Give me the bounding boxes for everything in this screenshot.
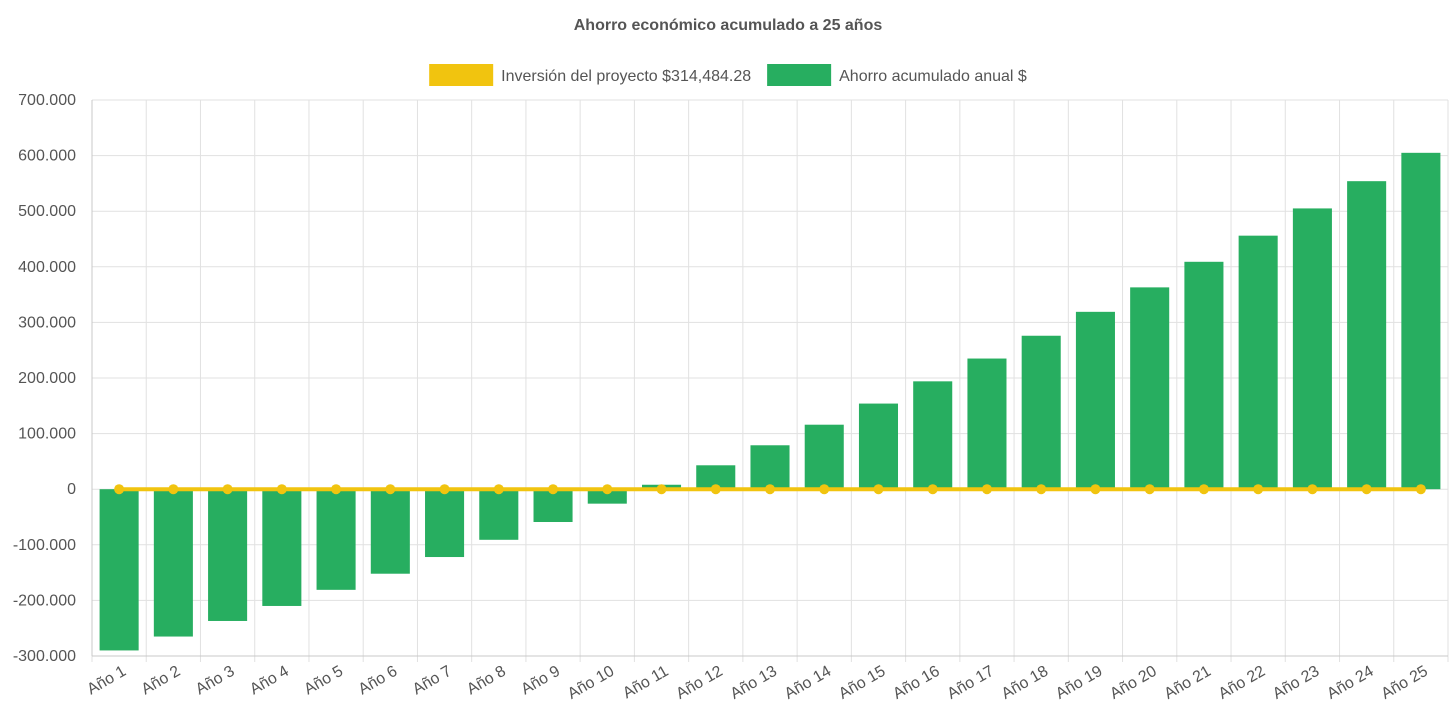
- line-point: [1144, 484, 1155, 495]
- line-point: [819, 484, 830, 495]
- x-tick-label: Año 12: [673, 663, 726, 703]
- x-tick-label: Año 17: [945, 663, 998, 703]
- bar: [1130, 287, 1170, 490]
- y-tick-label: -200.000: [13, 592, 76, 609]
- x-tick-label: Año 2: [139, 663, 184, 699]
- x-tick-label: Año 4: [247, 663, 292, 699]
- legend-label: Inversión del proyecto $314,484.28: [501, 68, 751, 85]
- x-tick-label: Año 3: [193, 663, 238, 699]
- bar: [1021, 335, 1061, 490]
- y-tick-label: 300.000: [18, 314, 76, 331]
- bar: [696, 465, 736, 490]
- y-tick-label: 600.000: [18, 148, 76, 165]
- x-tick-label: Año 7: [410, 663, 455, 699]
- line-point: [765, 484, 775, 495]
- bar: [1347, 181, 1387, 490]
- y-tick-label: 200.000: [18, 370, 76, 387]
- line-point: [1253, 484, 1264, 495]
- x-tick-label: Año 16: [890, 663, 943, 703]
- bar: [425, 489, 465, 558]
- x-tick-label: Año 19: [1053, 663, 1106, 703]
- x-tick-label: Año 18: [999, 663, 1052, 703]
- bar: [99, 489, 139, 651]
- bar: [316, 489, 356, 590]
- x-tick-label: Año 15: [836, 663, 889, 703]
- bar: [750, 445, 790, 490]
- y-tick-label: 500.000: [18, 203, 76, 220]
- line-series: [114, 484, 1426, 495]
- x-tick-label: Año 8: [464, 663, 509, 699]
- x-axis: Año 1 Año 2 Año 3 Año 4 Año 5 Año 6 Año 7 Año 8…: [84, 663, 1431, 703]
- y-tick-label: 100.000: [18, 426, 76, 443]
- y-axis: 700.000 600.000 500.000 400.000 300.000 200.0…: [13, 92, 76, 665]
- line-point: [1361, 484, 1372, 495]
- chart-title: Ahorro económico acumulado a 25 años: [574, 17, 883, 34]
- bar: [587, 489, 627, 504]
- bar: [479, 489, 519, 540]
- x-tick-label: Año 24: [1324, 663, 1377, 703]
- line-point: [1198, 484, 1209, 495]
- bar: [913, 381, 953, 490]
- legend-item[interactable]: Ahorro acumulado anual $: [767, 64, 1027, 86]
- x-tick-label: Año 6: [356, 663, 401, 699]
- line-point: [331, 484, 342, 495]
- line-point: [1307, 484, 1318, 495]
- line-point: [222, 484, 233, 495]
- legend-item[interactable]: Inversión del proyecto $314,484.28: [429, 64, 751, 86]
- bar: [967, 358, 1007, 490]
- line-point: [385, 484, 396, 495]
- line-point: [548, 484, 559, 495]
- bar: [208, 489, 248, 621]
- x-tick-label: Año 23: [1270, 663, 1323, 703]
- x-tick-label: Año 20: [1107, 663, 1160, 703]
- x-tick-label: Año 25: [1378, 663, 1431, 703]
- bar: [1075, 311, 1115, 490]
- line-point: [1090, 484, 1101, 495]
- line-point: [656, 484, 667, 495]
- x-tick-label: Año 21: [1161, 663, 1214, 703]
- x-tick-label: Año 1: [84, 663, 129, 699]
- line-point: [168, 484, 179, 495]
- legend: Inversión del proyecto $314,484.28 Ahorro…: [429, 64, 1027, 86]
- y-tick-label: 400.000: [18, 259, 76, 276]
- bar-series: [99, 152, 1441, 651]
- x-tick-label: Año 22: [1216, 663, 1269, 703]
- y-tick-label: -100.000: [13, 537, 76, 554]
- line-point: [602, 484, 613, 495]
- grid: [91, 99, 1449, 662]
- y-tick-label: 700.000: [18, 92, 76, 109]
- y-tick-label: 0: [67, 481, 76, 498]
- x-tick-label: Año 5: [301, 663, 346, 699]
- line-point: [1036, 484, 1047, 495]
- bar: [533, 489, 573, 523]
- legend-swatch: [767, 64, 832, 86]
- bar: [153, 489, 193, 637]
- line-point: [276, 484, 287, 495]
- bar: [1238, 235, 1278, 490]
- bar: [370, 489, 410, 574]
- line-point: [710, 484, 721, 495]
- line-point: [981, 484, 992, 495]
- bar: [1184, 261, 1224, 490]
- line-point: [439, 484, 450, 495]
- x-tick-label: Año 13: [728, 663, 781, 703]
- line-point: [1415, 484, 1426, 495]
- legend-label: Ahorro acumulado anual $: [839, 68, 1027, 85]
- legend-swatch: [429, 64, 494, 86]
- bar: [1292, 208, 1332, 490]
- x-tick-label: Año 11: [620, 663, 671, 703]
- line-point: [114, 484, 125, 495]
- line-point: [873, 484, 884, 495]
- bar: [1401, 152, 1441, 490]
- x-tick-label: Año 14: [782, 663, 835, 703]
- line-point: [493, 484, 504, 495]
- bar: [262, 489, 302, 606]
- bar: [804, 424, 844, 490]
- bar: [858, 403, 899, 490]
- y-tick-label: -300.000: [13, 648, 76, 665]
- x-tick-label: Año 10: [565, 663, 618, 703]
- line-point: [927, 484, 938, 495]
- x-tick-label: Año 9: [518, 663, 563, 699]
